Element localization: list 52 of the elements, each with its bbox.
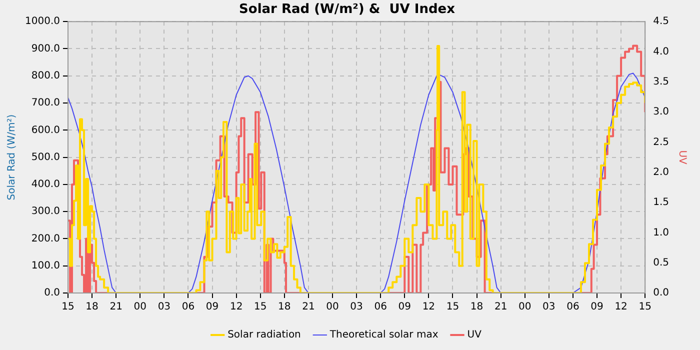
y2-tick-label: 1.0 [653, 227, 670, 238]
x-tick-label: 21 [494, 302, 508, 313]
x-tick-label: 03 [350, 302, 363, 313]
y-tick-label: 1000.0 [24, 16, 60, 28]
x-tick-label: 21 [302, 302, 315, 313]
y2-tick-label: 3.0 [653, 106, 670, 118]
y2-tick-label: 3.5 [653, 76, 670, 88]
x-tick-label: 12 [230, 302, 243, 313]
x-tick-label: 09 [398, 302, 412, 313]
x-tick-label: 06 [374, 302, 387, 313]
legend-label: Solar radiation [228, 330, 301, 341]
legend-label: UV [467, 330, 482, 341]
y2-tick-label: 2.0 [653, 166, 670, 178]
x-tick-label: 00 [518, 302, 532, 313]
legend-label: Theoretical solar max [328, 330, 438, 341]
x-tick-label: 09 [590, 302, 604, 313]
x-tick-label: 03 [542, 302, 556, 313]
y-tick-label: 700.0 [31, 98, 60, 109]
y-tick-label: 0.0 [44, 288, 60, 299]
x-tick-label: 18 [86, 302, 98, 313]
x-tick-label: 15 [638, 302, 652, 313]
x-tick-label: 09 [206, 302, 219, 313]
chart-title: Solar Rad (W/m²) & UV Index [239, 2, 456, 18]
y-axis-title: Solar Rad (W/m²) [6, 114, 18, 200]
x-tick-label: 15 [254, 302, 267, 313]
y-tick-label: 200.0 [31, 233, 60, 244]
y2-tick-label: 0.5 [653, 257, 670, 268]
x-tick-label: 03 [158, 302, 171, 313]
y2-tick-label: 2.5 [653, 136, 670, 148]
x-tick-label: 18 [470, 302, 484, 313]
x-tick-label: 21 [110, 302, 122, 313]
y-tick-label: 600.0 [31, 124, 60, 136]
y2-tick-label: 0.0 [653, 288, 670, 299]
x-tick-label: 06 [566, 302, 580, 313]
x-tick-label: 15 [446, 302, 460, 313]
y-tick-label: 900.0 [31, 43, 60, 54]
y2-tick-label: 4.0 [653, 46, 670, 58]
y-tick-label: 100.0 [31, 260, 60, 272]
x-tick-label: 12 [422, 302, 436, 313]
y-tick-label: 400.0 [31, 179, 60, 190]
y-tick-label: 800.0 [31, 70, 60, 82]
y2-tick-label: 1.5 [653, 197, 670, 208]
y-tick-label: 300.0 [31, 206, 60, 218]
y-tick-label: 500.0 [31, 152, 60, 163]
x-tick-label: 06 [182, 302, 195, 313]
x-tick-label: 18 [278, 302, 291, 313]
x-tick-label: 15 [62, 302, 74, 313]
x-tick-label: 00 [134, 302, 146, 313]
x-tick-label: 12 [614, 302, 628, 313]
y2-tick-label: 4.5 [653, 16, 670, 28]
y2-axis-title: UV [676, 150, 688, 165]
x-tick-label: 00 [326, 302, 339, 313]
